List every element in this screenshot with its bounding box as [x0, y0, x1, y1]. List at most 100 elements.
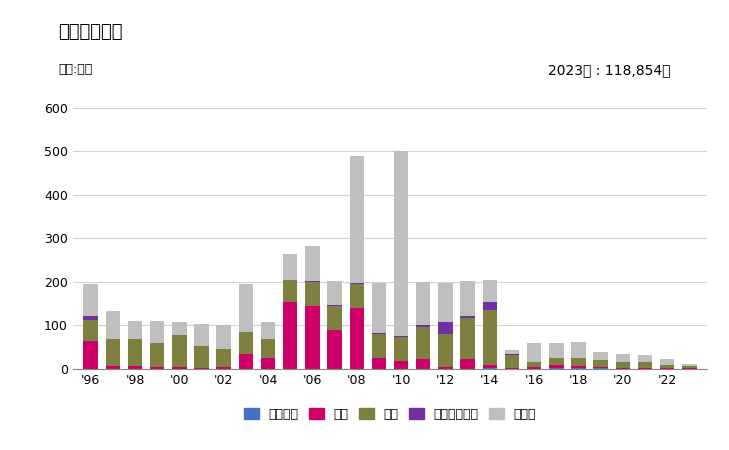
Bar [483, 364, 497, 368]
Bar [593, 368, 608, 369]
Bar [349, 283, 364, 284]
Bar [416, 327, 431, 360]
Bar [660, 360, 674, 364]
Bar [572, 358, 585, 365]
Bar [438, 283, 453, 322]
Bar [394, 151, 408, 336]
Bar [438, 322, 453, 334]
Bar [549, 368, 564, 369]
Bar [527, 343, 542, 362]
Bar [349, 308, 364, 369]
Bar [572, 342, 585, 358]
Bar [416, 325, 431, 327]
Bar [483, 280, 497, 302]
Bar [461, 318, 475, 360]
Bar [527, 367, 542, 369]
Bar [261, 358, 276, 369]
Bar [327, 306, 342, 330]
Bar [217, 349, 231, 367]
Bar [305, 281, 319, 282]
Bar [106, 311, 120, 339]
Bar [372, 358, 386, 369]
Bar [616, 354, 630, 362]
Bar [172, 335, 187, 367]
Bar [504, 368, 519, 369]
Bar [83, 316, 98, 320]
Bar [150, 367, 164, 369]
Bar [682, 364, 697, 366]
Bar [549, 358, 564, 365]
Bar [461, 316, 475, 318]
Bar [593, 351, 608, 360]
Bar [682, 368, 697, 369]
Bar [261, 339, 276, 358]
Bar [504, 350, 519, 354]
Text: 輸出量の推移: 輸出量の推移 [58, 22, 122, 40]
Bar [217, 325, 231, 349]
Bar [483, 368, 497, 369]
Bar [327, 281, 342, 305]
Bar [305, 246, 319, 281]
Bar [283, 302, 297, 369]
Bar [327, 330, 342, 369]
Bar [238, 284, 253, 332]
Bar [372, 334, 386, 358]
Bar [572, 368, 585, 369]
Bar [283, 280, 297, 302]
Bar [372, 333, 386, 334]
Bar [372, 283, 386, 333]
Bar [549, 343, 564, 358]
Bar [593, 367, 608, 368]
Bar [616, 368, 630, 369]
Bar [172, 322, 187, 335]
Bar [572, 365, 585, 368]
Bar [638, 368, 652, 369]
Bar [150, 343, 164, 367]
Text: 2023年 : 118,854台: 2023年 : 118,854台 [548, 63, 671, 77]
Bar [283, 254, 297, 280]
Bar [195, 324, 208, 346]
Bar [682, 366, 697, 368]
Bar [549, 364, 564, 368]
Bar [483, 310, 497, 364]
Bar [349, 157, 364, 283]
Text: 単位:万台: 単位:万台 [58, 63, 93, 76]
Bar [83, 320, 98, 341]
Bar [527, 362, 542, 367]
Bar [327, 305, 342, 306]
Bar [638, 362, 652, 368]
Bar [305, 282, 319, 306]
Bar [394, 337, 408, 361]
Bar [195, 346, 208, 368]
Bar [416, 360, 431, 369]
Bar [504, 354, 519, 355]
Bar [461, 360, 475, 369]
Bar [616, 362, 630, 368]
Bar [195, 368, 208, 369]
Bar [394, 361, 408, 369]
Bar [238, 354, 253, 369]
Bar [438, 334, 453, 367]
Bar [660, 364, 674, 368]
Bar [416, 282, 431, 325]
Bar [349, 284, 364, 308]
Bar [261, 322, 276, 339]
Bar [128, 365, 142, 369]
Bar [83, 341, 98, 369]
Bar [438, 367, 453, 369]
Bar [638, 355, 652, 362]
Legend: ベトナム, 中国, 米国, インドネシア, その他: ベトナム, 中国, 米国, インドネシア, その他 [243, 408, 537, 421]
Bar [461, 281, 475, 316]
Bar [83, 284, 98, 316]
Bar [483, 302, 497, 310]
Bar [593, 360, 608, 367]
Bar [238, 332, 253, 354]
Bar [106, 365, 120, 369]
Bar [172, 367, 187, 369]
Bar [128, 338, 142, 365]
Bar [217, 367, 231, 369]
Bar [128, 321, 142, 338]
Bar [106, 339, 120, 365]
Bar [305, 306, 319, 369]
Bar [504, 355, 519, 368]
